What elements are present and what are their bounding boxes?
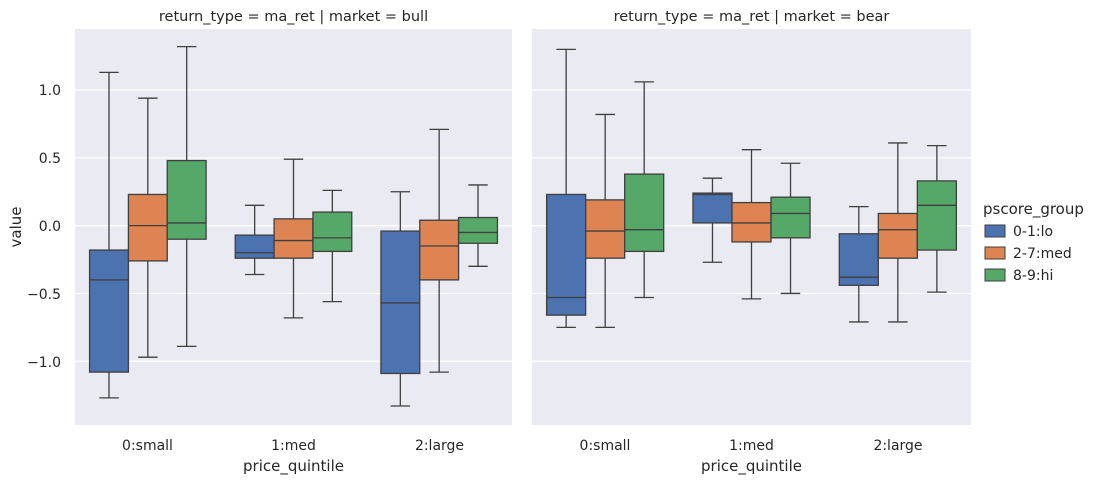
legend: pscore_group 0-1:lo 2-7:med 8-9:hi bbox=[983, 200, 1084, 284]
box-2:large-0-1:lo bbox=[380, 191, 421, 407]
iqr-box bbox=[692, 192, 733, 224]
y-tick-label: −0.5 bbox=[27, 287, 61, 303]
box-0:small-8-9:hi bbox=[166, 45, 207, 347]
iqr-box bbox=[88, 249, 130, 373]
facet-bear-title: return_type = ma_ret | market = bear bbox=[614, 9, 890, 25]
box-2:large-8-9:hi bbox=[457, 184, 499, 267]
box-0:small-2-7:med bbox=[127, 97, 168, 358]
box-1:med-8-9:hi bbox=[770, 162, 811, 295]
box-2:large-0-1:lo bbox=[838, 206, 879, 323]
legend-swatch bbox=[984, 268, 1006, 282]
facet-bull: return_type = ma_ret | market = bull bbox=[75, 9, 512, 425]
legend-swatch bbox=[984, 224, 1006, 238]
box-0:small-2-7:med bbox=[585, 113, 626, 329]
x-tick-label: 0:small bbox=[580, 438, 631, 454]
iqr-box bbox=[624, 173, 665, 253]
legend-label: 0-1:lo bbox=[1013, 224, 1053, 240]
facet-bull-boxes bbox=[88, 45, 499, 407]
iqr-box bbox=[127, 193, 168, 262]
x-tick-label: 0:small bbox=[122, 438, 173, 454]
legend-swatch bbox=[984, 246, 1006, 260]
box-0:small-8-9:hi bbox=[624, 81, 665, 299]
iqr-box bbox=[380, 230, 421, 375]
x-axis-bear: 0:small 1:med 2:large price_quintile bbox=[580, 438, 923, 476]
facet-bull-title: return_type = ma_ret | market = bull bbox=[159, 9, 428, 25]
x-axis-bull: 0:small 1:med 2:large price_quintile bbox=[122, 438, 464, 476]
y-axis-label: value bbox=[7, 207, 25, 248]
iqr-box bbox=[457, 216, 499, 244]
iqr-box bbox=[731, 201, 772, 243]
iqr-box bbox=[312, 211, 353, 253]
box-1:med-8-9:hi bbox=[312, 189, 353, 303]
x-tick-label: 2:large bbox=[873, 438, 922, 454]
box-1:med-0-1:lo bbox=[692, 177, 733, 263]
iqr-box bbox=[166, 159, 207, 240]
box-1:med-2-7:med bbox=[273, 158, 314, 319]
x-axis-label: price_quintile bbox=[701, 457, 802, 476]
legend-label: 2-7:med bbox=[1013, 246, 1072, 262]
box-2:large-2-7:med bbox=[419, 128, 460, 373]
iqr-box bbox=[770, 196, 811, 239]
y-tick-label: −1.0 bbox=[27, 355, 61, 371]
x-axis-label: price_quintile bbox=[243, 457, 344, 476]
iqr-box bbox=[877, 212, 918, 259]
x-tick-label: 2:large bbox=[415, 438, 464, 454]
legend-title: pscore_group bbox=[983, 200, 1084, 219]
iqr-box bbox=[916, 180, 958, 251]
iqr-box bbox=[585, 199, 626, 259]
iqr-box bbox=[419, 219, 460, 281]
iqr-box bbox=[234, 234, 275, 259]
x-tick-label: 1:med bbox=[729, 438, 774, 454]
legend-label: 8-9:hi bbox=[1013, 268, 1053, 284]
box-2:large-2-7:med bbox=[877, 142, 918, 323]
x-tick-label: 1:med bbox=[271, 438, 316, 454]
box-0:small-0-1:lo bbox=[545, 48, 587, 329]
facet-bear-boxes bbox=[545, 48, 958, 329]
y-tick-label: 0.5 bbox=[39, 151, 61, 167]
iqr-box bbox=[545, 193, 587, 316]
y-axis: 1.0 0.5 0.0 −0.5 −1.0 value bbox=[7, 83, 61, 371]
box-2:large-8-9:hi bbox=[916, 144, 958, 293]
facet-bear: return_type = ma_ret | market = bear bbox=[532, 9, 971, 425]
y-tick-label: 1.0 bbox=[39, 83, 61, 99]
y-tick-label: 0.0 bbox=[39, 219, 61, 235]
box-0:small-0-1:lo bbox=[88, 71, 130, 399]
iqr-box bbox=[273, 218, 314, 259]
